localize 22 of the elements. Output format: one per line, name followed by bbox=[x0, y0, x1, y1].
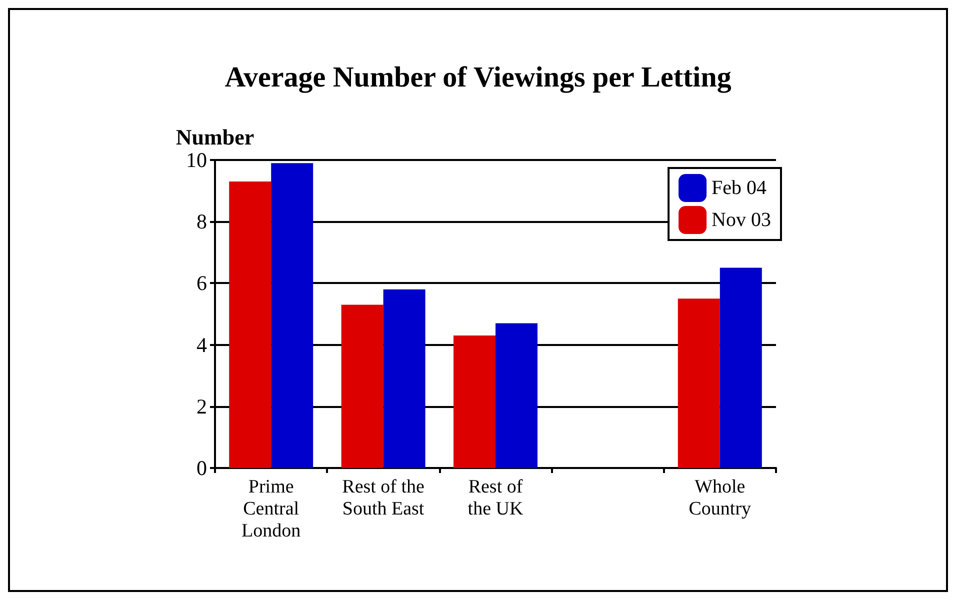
y-tick-label: 4 bbox=[196, 332, 208, 357]
legend-label: Nov 03 bbox=[712, 209, 772, 231]
bar bbox=[720, 268, 762, 468]
bar bbox=[678, 298, 720, 468]
y-tick-label: 0 bbox=[196, 456, 207, 480]
x-tick-label: Prime Central London bbox=[242, 476, 302, 542]
y-tick-label: 2 bbox=[196, 394, 207, 418]
x-tick-label: Rest of the South East bbox=[342, 476, 425, 520]
x-tick-label: Whole Country bbox=[688, 476, 752, 520]
bar bbox=[383, 289, 426, 468]
chart-title: Average Number of Viewings per Letting bbox=[224, 62, 732, 94]
bar bbox=[341, 304, 384, 468]
y-tick-label: 8 bbox=[196, 210, 207, 234]
y-tick-label: 10 bbox=[186, 148, 207, 172]
bar bbox=[229, 182, 272, 468]
x-tick-label: Rest of the UK bbox=[468, 476, 524, 520]
bar bbox=[496, 323, 538, 468]
bar bbox=[454, 336, 496, 468]
y-axis-title: Number bbox=[176, 124, 254, 150]
y-tick-label: 6 bbox=[196, 271, 207, 296]
legend-label: Feb 04 bbox=[712, 177, 767, 199]
bar bbox=[271, 163, 314, 468]
